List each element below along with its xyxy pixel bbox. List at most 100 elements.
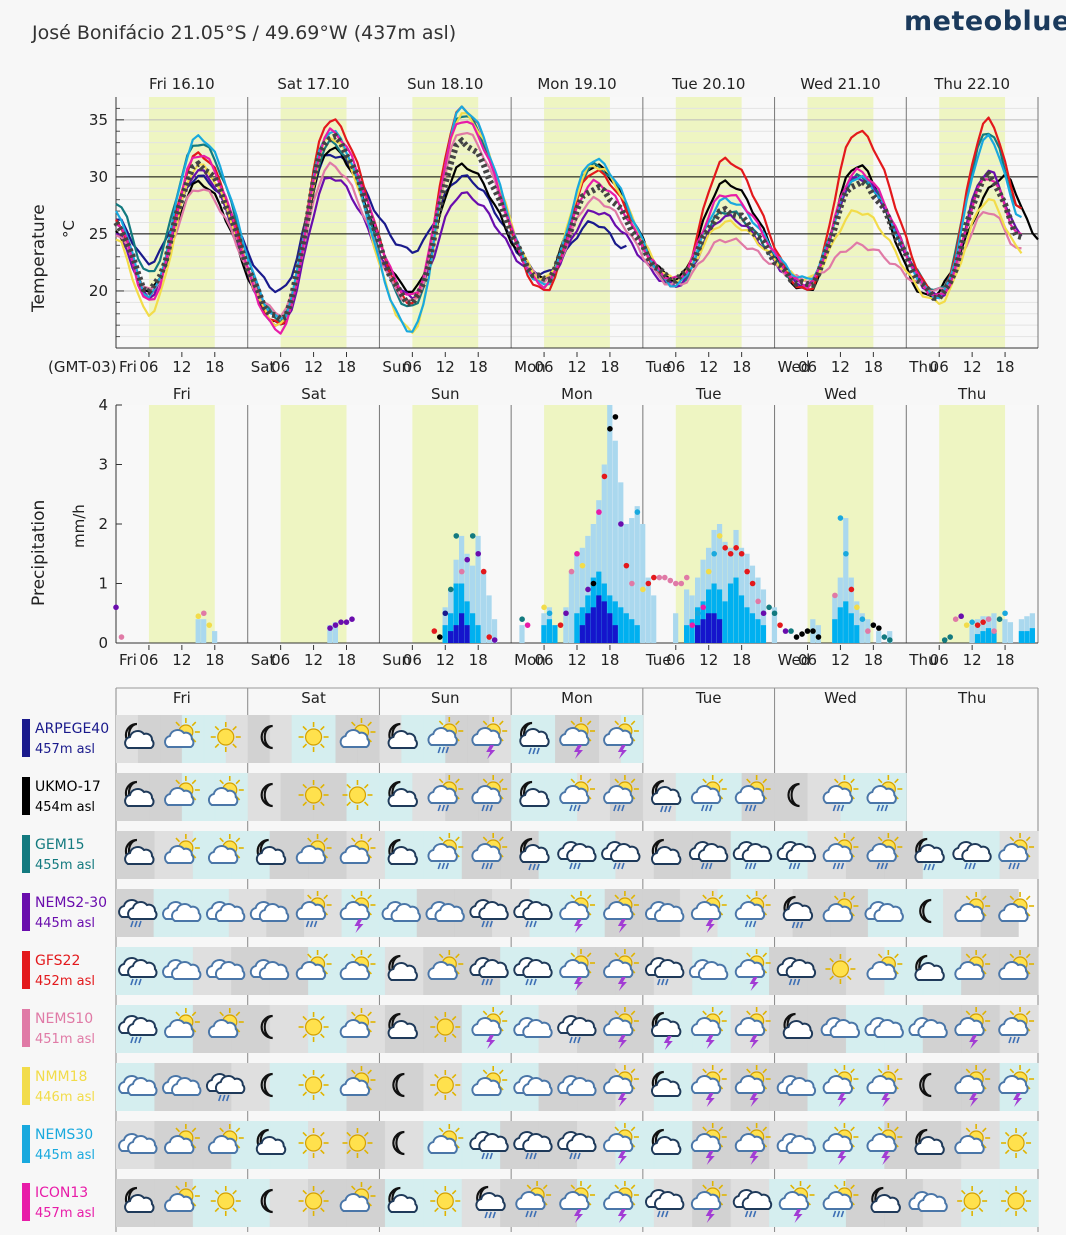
cloud-rain-icon — [952, 841, 992, 870]
cloud-shape — [690, 1191, 722, 1210]
sun-ray — [1009, 895, 1015, 901]
rain-drop — [700, 862, 705, 870]
sun-ray — [498, 836, 504, 842]
precip-bar-light — [749, 565, 756, 643]
sun-ray — [455, 778, 460, 784]
precip-bar-mid — [854, 625, 860, 643]
sun-cloud-icon — [339, 950, 376, 980]
sun-cloud-icon — [954, 892, 991, 922]
sun-rain-icon — [822, 833, 859, 870]
sun-ray — [614, 1068, 620, 1074]
rain-drop — [485, 804, 489, 812]
sun-ray — [482, 720, 488, 726]
model-row-gfs22: GFS22 452m asl — [22, 947, 1039, 995]
precip-model-dot — [327, 625, 333, 631]
rain-drop — [573, 862, 577, 870]
cloud-cover-cell — [905, 889, 944, 937]
rain-drop — [536, 863, 540, 871]
sun-ray — [614, 1184, 620, 1190]
sun-cloud-icon — [207, 1124, 244, 1154]
rain-drop — [799, 921, 804, 929]
cloud-shape — [566, 1133, 597, 1152]
sun-icon — [342, 780, 373, 810]
cloud-shape — [866, 1075, 897, 1094]
sun-ray — [175, 837, 181, 843]
hour-tick-label: 06 — [271, 651, 290, 669]
precip-model-dot — [458, 568, 465, 575]
rain-drop — [931, 863, 935, 871]
rain-drop — [528, 747, 532, 755]
cloud-shape — [603, 959, 634, 978]
rain-drop — [661, 1210, 665, 1218]
sun-ray — [846, 975, 852, 981]
precip-bar-mid — [1029, 628, 1035, 643]
sun-ray — [307, 894, 312, 900]
sun-ray — [1004, 1131, 1010, 1137]
model-color-swatch — [22, 893, 30, 931]
sun-disc — [217, 1192, 235, 1210]
precip-model-dot — [810, 628, 816, 634]
hour-tick-label: 06 — [666, 358, 685, 376]
rain-drop — [529, 920, 533, 928]
sun-ray — [850, 1068, 855, 1074]
rain-drop — [138, 920, 142, 928]
sun-ray — [434, 1207, 439, 1213]
sun-ray — [175, 721, 181, 727]
sun-thunder-icon — [778, 1181, 815, 1223]
hour-tick-label: 12 — [963, 358, 982, 376]
sun-ray — [790, 1184, 795, 1190]
rain-drop — [489, 978, 493, 986]
model-altitude: 452m asl — [35, 974, 95, 989]
precip-model-dot — [475, 550, 482, 557]
rain-drop — [744, 862, 749, 870]
sun-ray — [323, 837, 329, 843]
cloud-rain-icon — [644, 957, 685, 986]
day-date-label: Mon 19.10 — [537, 75, 616, 93]
rain-drop — [481, 804, 485, 812]
rain-drop — [884, 804, 889, 812]
sun-ray — [630, 1184, 636, 1190]
meteoblue-logo[interactable]: meteoblue — [904, 6, 1066, 37]
precip-bar-light — [212, 631, 218, 643]
rain-drop — [840, 862, 845, 870]
sun-ray — [894, 953, 899, 959]
moon-rain-icon — [475, 1185, 506, 1219]
cloud-icon — [162, 959, 202, 980]
cloud-shape — [998, 1075, 1029, 1094]
moon-shape — [919, 1072, 932, 1098]
hour-tick-label: 18 — [732, 651, 751, 669]
cloud-shape — [566, 1017, 597, 1036]
precip-bar-dark — [601, 601, 607, 643]
model-row-ukmo-17: UKMO-17 454m asl — [22, 773, 907, 821]
precip-model-dot — [985, 616, 992, 622]
sun-ray — [762, 1010, 768, 1016]
cloud-rain-icon — [557, 1131, 597, 1160]
cloud-shape — [866, 843, 897, 862]
cloud-icon — [249, 959, 290, 980]
cloud-shape — [127, 959, 158, 978]
precip-bar-light — [332, 622, 338, 643]
precip-bar-light — [469, 565, 476, 643]
rain-drop — [613, 862, 617, 870]
sun-ray — [762, 1068, 768, 1074]
precip-model-dot — [700, 604, 707, 611]
cloud-shape — [559, 727, 590, 746]
sun-ray — [320, 743, 325, 749]
cloud-shape — [785, 1135, 817, 1154]
cloud-shape — [339, 1077, 371, 1096]
sun-disc — [304, 1018, 323, 1036]
precip-model-dot — [678, 580, 685, 587]
day-label: Wed — [824, 689, 857, 707]
cloud-shape — [697, 961, 729, 980]
cloud-shape — [387, 1194, 418, 1213]
sun-ray — [978, 1189, 984, 1195]
precip-model-dot — [590, 580, 597, 587]
precip-bar-light — [887, 631, 893, 643]
sun-ray — [746, 778, 751, 784]
sun-ray — [367, 1011, 372, 1017]
cloud-shape — [653, 903, 685, 922]
rain-drop — [569, 804, 573, 812]
precip-bar-light — [574, 553, 580, 643]
rain-drop — [665, 978, 669, 986]
